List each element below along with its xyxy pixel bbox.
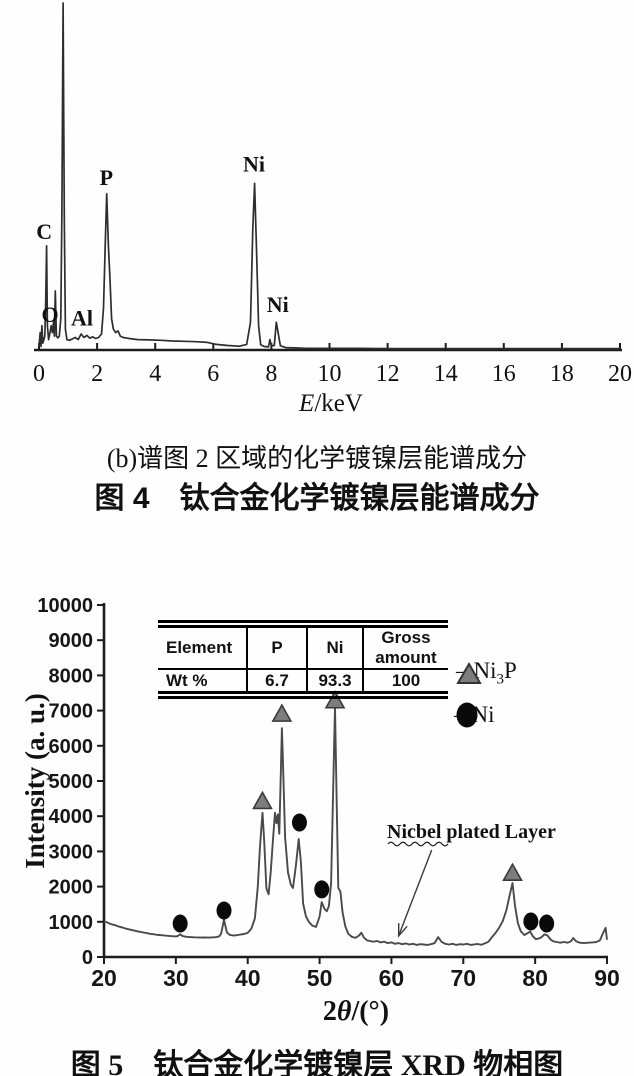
xrd-y-tick-label: 8000 — [49, 665, 94, 687]
table-header-cell: Ni — [306, 624, 363, 670]
eds-x-tick-label: 0 — [33, 361, 45, 387]
eds-x-tick-label: 2 — [91, 361, 103, 387]
eds-subcaption: (b)谱图 2 区域的化学镀镍层能谱成分 — [106, 444, 528, 473]
table-header-cell: P — [246, 624, 307, 670]
ni3p-triangle-marker — [271, 703, 293, 722]
xrd-curve-group — [103, 706, 608, 946]
ni-circle-marker — [172, 914, 188, 933]
eds-x-tick-label: 12 — [376, 361, 400, 387]
xrd-axis-titles: Intensity (a. u.) 2θ/(°) — [20, 693, 389, 1027]
ni-circle-icon — [456, 702, 478, 728]
xrd-x-tick-label: 40 — [235, 965, 261, 991]
eds-peak-labels: C O Al P Ni Ni — [36, 151, 289, 330]
legend-item-ni: –Ni — [454, 702, 495, 728]
eds-x-tick-label: 8 — [265, 361, 277, 387]
table-header-row: Element P Ni Gross amount — [158, 624, 448, 670]
xrd-pattern-curve — [103, 706, 608, 946]
table-cell: 6.7 — [246, 669, 307, 695]
composition-table: Element P Ni Gross amount Wt % 6.7 93.3 100 — [158, 620, 448, 699]
legend-item-ni3p: – Ni3P — [456, 658, 517, 689]
wavy-underline — [387, 841, 449, 847]
table-header-cell: Element — [158, 624, 247, 670]
xrd-y-tick-label: 9000 — [49, 630, 94, 652]
table-cell: 100 — [362, 669, 448, 695]
eds-x-tick-label: 20 — [608, 361, 632, 387]
ni-circle-marker — [291, 813, 307, 832]
annotation-arrow-head — [397, 923, 408, 938]
eds-peak-label-ni: Ni — [267, 292, 289, 317]
annotation-arrow-line — [397, 849, 433, 937]
xrd-axis-ticks: 20 30 40 50 60 70 80 90 0 1000 2000 3000 4000 5000 600… — [37, 595, 619, 991]
xrd-annotation-group: Nicbel plated Layer — [387, 821, 556, 938]
xrd-y-tick-label: 2000 — [49, 877, 94, 899]
xrd-x-tick-label: 90 — [594, 965, 620, 991]
ni-circle-marker — [314, 880, 330, 899]
eds-spectrum-curve — [38, 2, 620, 350]
eds-x-axis-title-group: E/keV — [298, 390, 363, 417]
table-header-cell: Gross amount — [362, 624, 448, 670]
ni3p-triangle-marker — [502, 862, 523, 882]
eds-spectrum-chart: 0 2 4 6 8 10 12 14 16 18 20 C O Al P Ni Ni E/keV — [33, 2, 632, 417]
xrd-x-tick-label: 20 — [91, 965, 117, 991]
table-row: Wt % 6.7 93.3 100 — [158, 669, 448, 695]
figure4-caption: 图 4 钛合金化学镀镍层能谱成分 — [94, 482, 540, 515]
ni3p-triangle-marker — [252, 790, 273, 810]
legend-label-ni3p: – Ni3P — [456, 658, 517, 688]
ni-circle-marker — [539, 914, 555, 933]
eds-curve-group — [38, 2, 620, 350]
xrd-x-tick-label: 50 — [307, 965, 333, 991]
xrd-y-tick-label: 3000 — [49, 841, 94, 863]
ni3p-triangle-icon — [456, 661, 482, 684]
xrd-x-tick-label: 60 — [379, 965, 405, 991]
eds-x-tick-label: 16 — [492, 361, 516, 387]
xrd-y-tick-label: 6000 — [49, 736, 94, 758]
composition-table-wrap: Element P Ni Gross amount Wt % 6.7 93.3 100 — [158, 620, 448, 699]
xrd-y-tick-label: 5000 — [49, 771, 94, 793]
ni-circle-marker — [216, 901, 232, 920]
xrd-y-tick-label: 10000 — [37, 595, 93, 617]
xrd-x-axis-title: 2θ/(°) — [323, 996, 389, 1027]
eds-peak-label-al: Al — [71, 306, 93, 331]
xrd-phase-markers — [172, 690, 555, 933]
eds-x-tick-label: 10 — [318, 361, 342, 387]
xrd-x-tick-label: 30 — [163, 965, 189, 991]
xrd-y-axis-title: Intensity (a. u.) — [20, 693, 50, 869]
eds-peak-label-p: P — [100, 165, 113, 190]
eds-x-tick-label: 18 — [550, 361, 574, 387]
eds-peak-label-o: O — [41, 302, 58, 327]
xrd-y-tick-label: 0 — [82, 947, 93, 969]
eds-x-tick-label: 6 — [207, 361, 219, 387]
xrd-x-tick-label: 80 — [522, 965, 548, 991]
eds-x-tick-label: 4 — [149, 361, 161, 387]
eds-peak-label-ni: Ni — [243, 151, 265, 176]
xrd-y-tick-label: 7000 — [49, 701, 94, 723]
xrd-pattern-chart: 20 30 40 50 60 70 80 90 0 1000 2000 3000 4000 5000 600… — [20, 595, 620, 1027]
figure5-caption: 图 5 钛合金化学镀镍层 XRD 物相图 — [70, 1049, 564, 1076]
xrd-x-tick-label: 70 — [451, 965, 477, 991]
eds-peak-label-c: C — [36, 219, 52, 244]
eds-x-axis-title: E/keV — [298, 390, 363, 417]
xrd-y-tick-label: 4000 — [49, 806, 94, 828]
eds-x-tick-label: 14 — [434, 361, 458, 387]
ni3p-triangle-marker — [324, 690, 346, 709]
ni-circle-marker — [523, 912, 539, 931]
nickel-plated-layer-label: Nicbel plated Layer — [387, 821, 556, 843]
table-cell: Wt % — [166, 670, 208, 690]
xrd-y-tick-label: 1000 — [49, 912, 94, 934]
eds-x-axis-ticks: 0 2 4 6 8 10 12 14 16 18 20 — [33, 343, 632, 387]
table-cell: 93.3 — [306, 669, 363, 695]
